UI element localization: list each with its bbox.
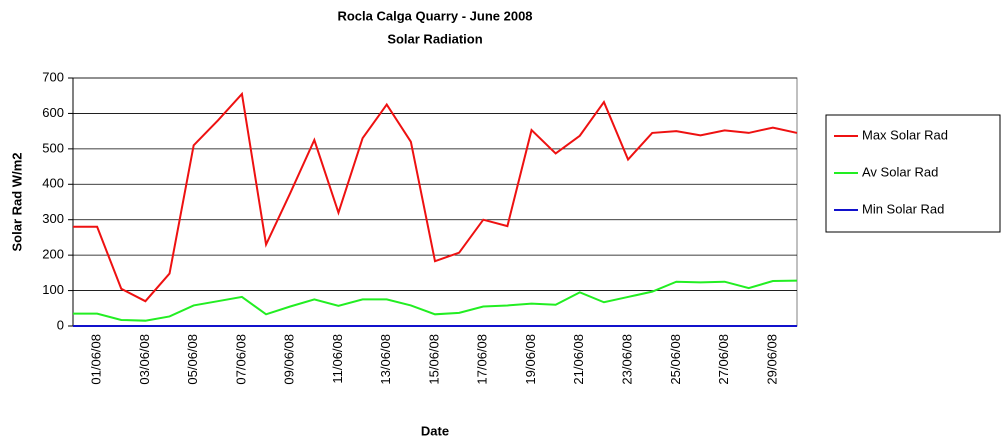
x-tick-label: 11/06/08	[330, 334, 345, 384]
x-tick-label: 21/06/08	[571, 334, 586, 385]
x-tick-label: 25/06/08	[668, 334, 683, 385]
x-tick-label: 29/06/08	[764, 334, 779, 385]
y-tick-label: 400	[42, 176, 64, 191]
legend-label: Min Solar Rad	[862, 201, 944, 216]
x-tick-label: 17/06/08	[475, 334, 490, 385]
plot-area	[72, 77, 798, 327]
x-tick-label: 05/06/08	[185, 334, 200, 385]
y-tick-label: 100	[42, 282, 64, 297]
x-tick-label: 07/06/08	[233, 334, 248, 385]
y-tick-label: 600	[42, 105, 64, 120]
chart-subtitle: Solar Radiation	[387, 31, 482, 46]
x-tick-label: 09/06/08	[282, 334, 297, 385]
y-tick-label: 200	[42, 247, 64, 262]
x-tick-label: 03/06/08	[137, 334, 152, 385]
x-tick-label: 01/06/08	[89, 334, 104, 385]
y-tick-label: 0	[57, 317, 64, 332]
y-axis-title: Solar Rad W/m2	[9, 153, 24, 252]
y-tick-label: 300	[42, 211, 64, 226]
y-tick-label: 500	[42, 140, 64, 155]
chart-title: Rocla Calga Quarry - June 2008	[337, 8, 532, 23]
x-tick-label: 23/06/08	[620, 334, 635, 385]
legend-label: Av Solar Rad	[862, 164, 938, 179]
y-tick-label: 700	[42, 69, 64, 84]
series-line	[73, 91, 798, 303]
x-tick-label: 13/06/08	[378, 334, 393, 385]
legend-label: Max Solar Rad	[862, 127, 948, 142]
x-tick-label: 15/06/08	[426, 334, 441, 385]
x-tick-label: 27/06/08	[716, 334, 731, 385]
series-line	[73, 279, 798, 322]
x-axis-title: Date	[421, 423, 449, 438]
x-tick-label: 19/06/08	[523, 334, 538, 385]
